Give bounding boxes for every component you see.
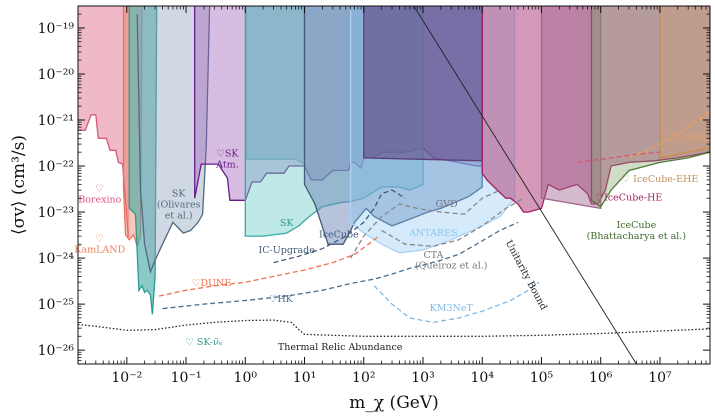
region-edge-tambo <box>659 6 710 159</box>
region-edge-borexino <box>78 114 130 237</box>
y-tick-label: 10⁻²⁰ <box>38 67 75 83</box>
projection-km3net <box>373 281 540 324</box>
ann-tambo: ♡TAMBO <box>665 133 711 144</box>
ann-gvd: GVD <box>436 199 458 210</box>
ann-icecube: IceCube <box>319 230 359 241</box>
ann-sk-olivares-sub2: et al.) <box>165 210 193 221</box>
region-sk-antinue <box>129 6 157 315</box>
y-tick-label: 10⁻¹⁹ <box>38 21 75 37</box>
region-edge-icecube-he <box>481 6 710 213</box>
ann-km3net: KM3NeT <box>430 303 474 314</box>
ann-hk: ♡HK <box>269 294 294 305</box>
lines-layer <box>78 6 710 364</box>
region-edge-sk-olivares <box>136 6 211 275</box>
x-tick-label: 10⁻² <box>111 370 142 386</box>
y-axis-label: ⟨σv⟩ (cm³/s) <box>9 135 29 235</box>
plot-frame <box>77 5 711 365</box>
projection-ic-upgrade <box>273 189 406 264</box>
axes-layer: 10⁻² 10⁻¹ 10⁰ 10¹ 10² 10³ 10⁴ 10⁵ 10⁶ 10⁷ 10⁻²⁶ 10⁻… <box>38 5 711 386</box>
y-tick-label: 10⁻²³ <box>38 205 74 221</box>
ann-sk-atm: ♡SK <box>216 149 239 160</box>
projection-gvd <box>350 189 501 259</box>
projection-cta <box>381 197 524 247</box>
ann-antares: ANTARES <box>408 228 457 239</box>
x-tick-label: 10³ <box>411 370 434 386</box>
ann-icecube-he: ♡IceCube-HE <box>596 192 663 203</box>
region-sk-olivares <box>137 6 210 272</box>
ann-cta-sub: (Queiroz et al.) <box>415 260 487 271</box>
unitarity-bound-line <box>413 6 637 364</box>
region-edge-mauve <box>540 6 602 210</box>
ann-bhattacharya-sub: (Bhattacharya et al.) <box>587 231 686 242</box>
ann-sk-atm-sub: Atm. <box>215 160 239 171</box>
region-sk-blue-grey <box>246 6 305 165</box>
ann-sk-olivares: SK <box>172 188 187 199</box>
ann-dune: ♡DUNE <box>192 278 231 289</box>
projection-tambo-dash <box>628 111 710 159</box>
region-edge-antares <box>349 6 516 254</box>
region-borexino <box>78 6 130 237</box>
projection-icecube-ehe <box>577 151 660 164</box>
region-edge-icecube <box>303 6 483 245</box>
x-tick-label: 10⁻¹ <box>171 370 202 386</box>
ann-thermal: Thermal Relic Abundance <box>278 342 403 353</box>
x-tick-label: 10⁷ <box>648 370 672 386</box>
x-tick-label: 10⁰ <box>234 370 258 386</box>
region-tambo <box>659 6 710 158</box>
x-tick-label: 10¹ <box>293 370 316 386</box>
y-tick-label: 10⁻²¹ <box>38 113 74 129</box>
x-tick-label: 10⁶ <box>589 370 613 386</box>
x-tick-label: 10⁵ <box>530 370 554 386</box>
ann-sk-nue: ♡ SK-ν̄ₑ <box>185 337 222 348</box>
ann-borexino-sub: Borexino <box>78 194 121 205</box>
x-tick-label: 10² <box>352 370 375 386</box>
ann-sk: SK <box>280 218 295 229</box>
thermal-relic-line <box>78 319 710 337</box>
y-tick-label: 10⁻²² <box>38 159 74 175</box>
ann-icecube-ehe: ♡ IceCube-EHE <box>622 174 699 185</box>
ann-kamland: ♡ <box>96 233 105 244</box>
x-axis-label: m_χ (GeV) <box>349 393 439 413</box>
ann-bhattacharya: IceCube <box>616 220 656 231</box>
ann-ic-upgrade: IC-Upgrade <box>259 245 316 256</box>
ann-sk-olivares-sub: (Olivares <box>157 199 201 210</box>
y-tick-label: 10⁻²⁶ <box>38 343 75 359</box>
x-tick-label: 10⁴ <box>471 370 495 386</box>
regions-layer <box>78 6 710 315</box>
region-edge-bhattacharya <box>590 6 710 208</box>
region-dark-violet <box>363 6 483 161</box>
ann-kamland-sub: KamLAND <box>74 244 125 255</box>
y-tick-label: 10⁻²⁵ <box>38 297 75 313</box>
region-mauve <box>541 6 601 209</box>
ann-borexino: ♡ <box>96 183 105 194</box>
projection-dune <box>158 235 380 297</box>
projection-hk <box>162 221 519 310</box>
ann-cta: CTA <box>423 250 443 261</box>
y-tick-label: 10⁻²⁴ <box>38 251 75 267</box>
region-edge-sk-antinue <box>128 6 158 315</box>
